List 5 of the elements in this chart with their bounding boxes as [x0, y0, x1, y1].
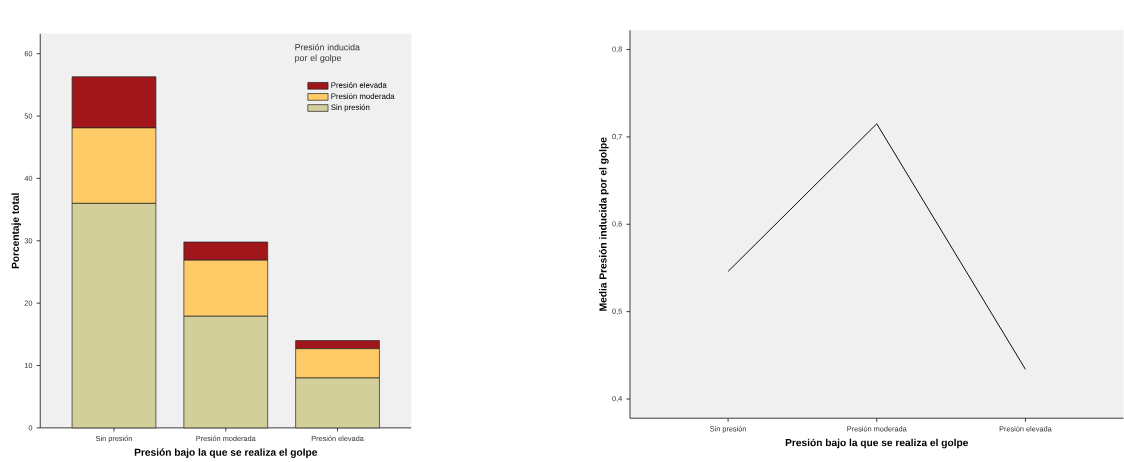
y-axis-title: Media Presión inducida por el golpe	[599, 137, 609, 311]
y-axis-title: Porcentaje total	[11, 193, 21, 269]
legend-title: Presión inducida por el golpe	[295, 43, 360, 63]
x-axis-title: Presión bajo la que se realiza el golpe	[134, 448, 318, 458]
x-axis-title: Presión bajo la que se realiza el golpe	[785, 438, 969, 449]
